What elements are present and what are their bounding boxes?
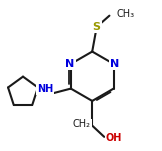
Text: N: N xyxy=(65,59,75,69)
Text: CH₂: CH₂ xyxy=(73,119,91,129)
Text: OH: OH xyxy=(106,133,122,143)
Text: CH₃: CH₃ xyxy=(116,9,134,19)
Text: NH: NH xyxy=(37,84,53,94)
Text: N: N xyxy=(110,59,119,69)
Text: S: S xyxy=(93,22,101,32)
